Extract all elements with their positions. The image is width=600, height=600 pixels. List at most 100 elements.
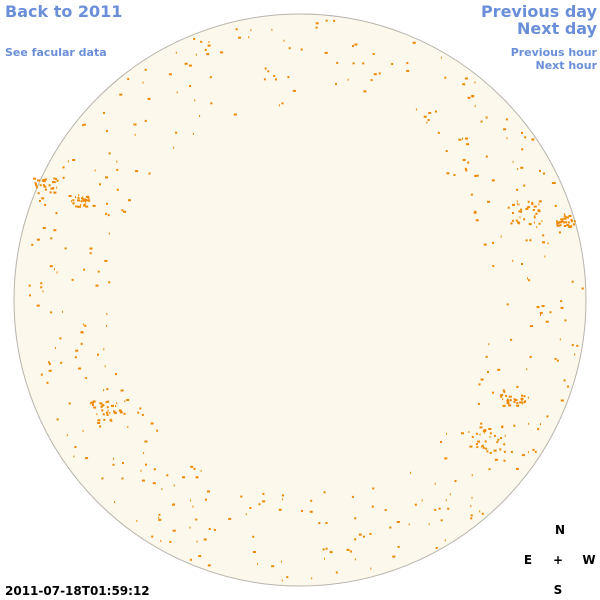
facula: [158, 513, 161, 516]
facula: [72, 202, 75, 205]
facula: [466, 143, 470, 146]
facula: [531, 138, 535, 141]
facula: [354, 43, 358, 46]
facula: [82, 124, 85, 127]
facula: [533, 216, 536, 219]
facula: [516, 402, 519, 405]
facula: [292, 89, 296, 92]
facula: [199, 115, 201, 117]
facula: [46, 381, 49, 384]
facula: [271, 28, 273, 31]
facula: [206, 53, 210, 56]
facula: [462, 83, 466, 86]
facula: [519, 216, 521, 219]
facula: [508, 395, 512, 398]
facula: [547, 242, 549, 245]
facula: [500, 235, 502, 238]
facula: [528, 223, 532, 226]
facula: [415, 108, 417, 111]
facula: [91, 404, 94, 406]
facula: [115, 373, 117, 376]
facula: [516, 385, 519, 388]
facula: [101, 404, 104, 407]
facula: [540, 423, 541, 426]
facula: [142, 81, 144, 84]
facula: [539, 169, 541, 172]
facula: [105, 176, 108, 179]
facula: [190, 465, 194, 468]
facula: [529, 325, 533, 328]
facula: [563, 215, 565, 218]
facula: [523, 401, 526, 404]
facula: [72, 199, 75, 202]
facula: [487, 200, 491, 203]
facula: [127, 78, 130, 81]
facula: [153, 468, 156, 471]
facula: [437, 131, 440, 134]
facula: [267, 70, 270, 73]
facula: [445, 499, 447, 502]
facula: [335, 571, 338, 574]
facula: [499, 448, 502, 451]
back-link[interactable]: Back to 2011: [5, 2, 122, 21]
facula: [470, 517, 473, 520]
facula: [566, 216, 569, 219]
facula: [512, 160, 514, 163]
facula: [195, 53, 197, 56]
facula: [173, 146, 175, 149]
facula: [120, 389, 124, 392]
facula: [85, 205, 89, 208]
facula: [53, 191, 57, 194]
facula: [77, 205, 81, 208]
facula: [525, 207, 529, 210]
facula: [551, 182, 554, 184]
facula: [505, 118, 508, 121]
facula: [278, 104, 280, 107]
next-day-link[interactable]: Next day: [517, 19, 598, 38]
facula: [567, 223, 569, 226]
facula: [84, 324, 87, 327]
facula: [228, 517, 232, 520]
facula: [464, 167, 467, 170]
facula: [541, 220, 543, 223]
facula: [325, 522, 328, 524]
facula: [124, 400, 126, 403]
facula: [484, 440, 487, 443]
facula: [252, 551, 256, 553]
facula: [249, 507, 252, 509]
facula: [82, 198, 85, 201]
facula: [354, 517, 357, 520]
facula: [471, 474, 473, 477]
facula: [238, 36, 241, 39]
facula: [346, 548, 350, 551]
facula: [490, 432, 492, 435]
facular-link[interactable]: See facular data: [5, 46, 107, 59]
facula: [107, 409, 109, 412]
facula: [517, 168, 519, 170]
facular-points: [28, 19, 584, 582]
facula: [101, 409, 103, 412]
facula: [99, 402, 103, 405]
facula: [397, 545, 400, 548]
facula: [522, 402, 524, 405]
facula: [350, 550, 352, 553]
facula: [516, 203, 518, 206]
facula: [564, 221, 568, 224]
facula: [77, 199, 80, 202]
facula: [95, 284, 99, 287]
previous-hour-link[interactable]: Previous hour: [511, 46, 598, 59]
facula: [80, 200, 83, 203]
facula: [528, 422, 530, 425]
next-hour-link[interactable]: Next hour: [536, 59, 598, 72]
previous-day-link[interactable]: Previous day: [481, 2, 598, 21]
facula: [524, 136, 527, 139]
facula: [508, 404, 512, 407]
facula: [544, 255, 546, 258]
facula: [189, 526, 191, 529]
facula: [128, 199, 131, 202]
facula: [351, 495, 354, 498]
facula: [74, 196, 76, 199]
facula: [406, 70, 410, 72]
facula: [503, 450, 506, 453]
